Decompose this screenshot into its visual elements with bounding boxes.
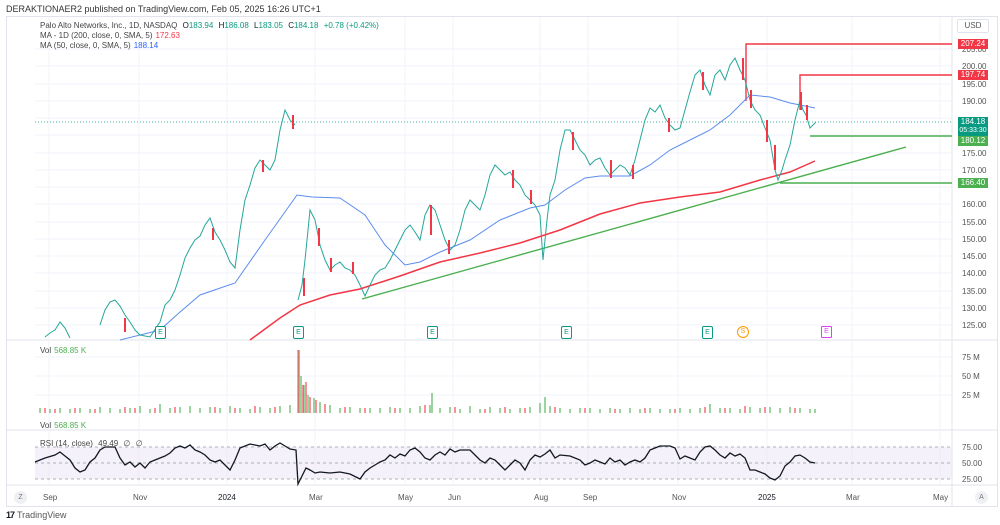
candlesticks	[44, 56, 817, 339]
open-value: 183.94	[188, 21, 214, 30]
earnings-marker-icon[interactable]: E	[427, 326, 438, 339]
earnings-marker-icon[interactable]: E	[155, 326, 166, 339]
trendline	[361, 146, 907, 300]
level-tag-180: 180.12	[958, 136, 988, 146]
volume-bars	[39, 350, 816, 413]
tradingview-branding[interactable]: 17 TradingView	[6, 510, 67, 520]
rsi-legend[interactable]: RSI (14, close) 49.49 ∅ ∅	[40, 439, 143, 448]
ma200-line	[249, 160, 816, 341]
currency-label[interactable]: USD	[957, 19, 989, 33]
volume-value: 568.85 K	[54, 346, 87, 355]
auto-scale-button[interactable]: A	[975, 491, 988, 504]
zoom-reset-button[interactable]: Z	[14, 491, 27, 504]
bearish-candles	[124, 58, 808, 332]
ma50-line	[119, 94, 816, 341]
volume-legend-2[interactable]: Vol 568.85 K	[40, 421, 87, 430]
support-resistance-levels	[745, 43, 952, 184]
earnings-marker-icon[interactable]: E	[561, 326, 572, 339]
volume-value-2: 568.85 K	[54, 421, 87, 430]
rsi-value: 49.49	[98, 439, 119, 448]
ma200-legend[interactable]: MA - 1D (200, close, 0, SMA, 5) 172.63	[40, 31, 180, 40]
symbol-name: Palo Alto Networks, Inc., 1D, NASDAQ	[40, 21, 178, 30]
symbol-legend: Palo Alto Networks, Inc., 1D, NASDAQ O18…	[40, 21, 379, 30]
upcoming-earnings-marker-icon[interactable]: E	[821, 326, 832, 338]
close-value: 184.18	[293, 21, 319, 30]
horizontal-gridlines	[35, 48, 952, 396]
change-value: +0.78 (+0.42%)	[323, 21, 379, 30]
split-marker-icon[interactable]: S	[737, 326, 749, 338]
volume-legend[interactable]: Vol 568.85 K	[40, 346, 87, 355]
level-tag-166: 166.40	[958, 178, 988, 188]
ma50-value: 188.14	[133, 41, 159, 50]
chart-frame	[6, 16, 998, 507]
earnings-marker-icon[interactable]: E	[702, 326, 713, 339]
earnings-marker-icon[interactable]: E	[293, 326, 304, 339]
ma50-legend[interactable]: MA (50, close, 0, SMA, 5) 188.14	[40, 41, 159, 50]
rsi-line	[34, 442, 816, 487]
vertical-gridlines	[48, 17, 941, 485]
level-tag-207: 207.24	[958, 39, 988, 49]
high-value: 186.08	[224, 21, 249, 30]
countdown-tag: 05:33:30	[958, 126, 988, 136]
low-value: 183.05	[258, 21, 283, 30]
level-tag-197: 197.74	[958, 70, 988, 80]
publisher-line: DERAKTIONAER2 published on TradingView.c…	[6, 4, 321, 14]
last-price-tag: 184.18	[958, 117, 988, 127]
ma200-value: 172.63	[155, 31, 180, 40]
tradingview-logo-icon: 17	[6, 510, 15, 520]
